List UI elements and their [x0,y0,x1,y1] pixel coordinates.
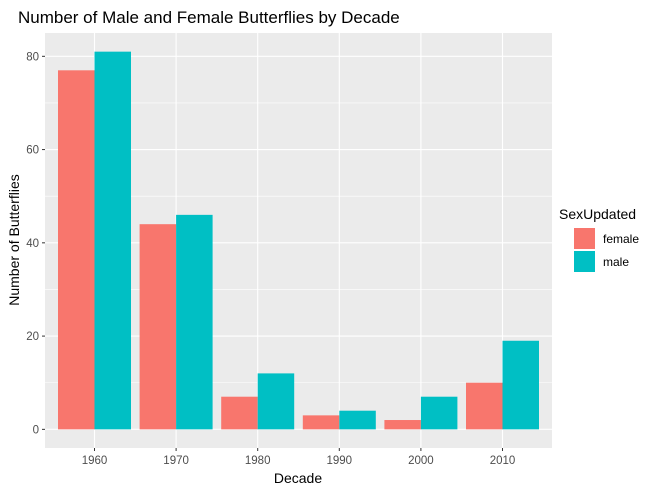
legend-swatch-male [574,251,595,272]
x-tick-label: 1960 [82,455,108,467]
x-tick-label: 1980 [245,455,271,467]
bar-male-1960 [94,51,131,430]
legend-label-female: female [603,232,639,246]
bar-male-1990 [339,410,376,430]
bar-female-2010 [466,382,503,430]
y-tick-label: 0 [33,424,39,436]
legend-label-male: male [603,255,629,269]
bar-male-1970 [176,214,213,430]
x-axis: 1960 1970 1980 1990 2000 2010 [82,448,516,467]
y-axis-title: Number of Butterflies [6,174,22,306]
legend-title: SexUpdated [559,206,636,222]
bar-female-1990 [302,415,340,430]
bar-female-2000 [384,420,421,430]
x-axis-title: Decade [274,470,322,486]
bar-male-2000 [420,396,458,430]
legend-swatch-female [574,228,595,249]
bar-male-2010 [502,340,539,430]
y-tick-label: 60 [26,145,39,157]
bar-female-1960 [58,70,95,430]
x-tick-label: 1970 [163,455,189,467]
bars [58,51,539,430]
bar-male-1980 [257,373,295,430]
legend-item-male: male [574,251,629,272]
bar-female-1980 [221,396,258,430]
y-tick-label: 80 [26,51,39,63]
legend-item-female: female [574,228,639,249]
x-tick-label: 1990 [327,455,353,467]
x-tick-label: 2010 [490,455,516,467]
legend: SexUpdated female male [559,206,639,272]
chart-title: Number of Male and Female Butterflies by… [18,8,400,27]
x-tick-label: 2000 [408,455,434,467]
y-axis: 0 20 40 60 80 [26,51,45,436]
y-tick-label: 40 [26,238,39,250]
y-tick-label: 20 [26,331,39,343]
bar-female-1970 [139,224,177,430]
